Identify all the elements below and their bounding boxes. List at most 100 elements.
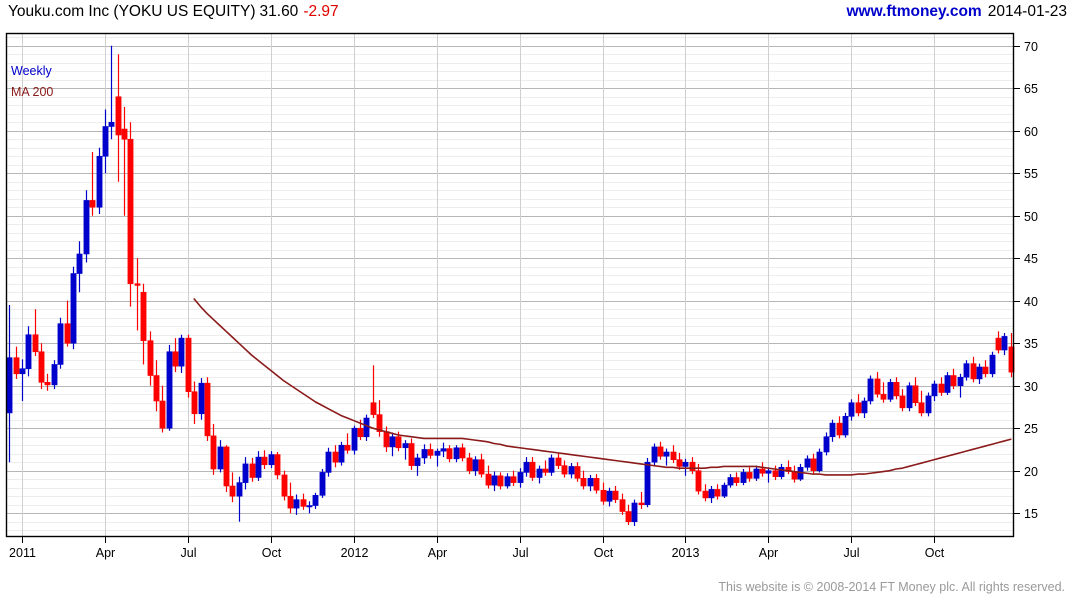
candle-body xyxy=(772,470,779,477)
chart-area: 70 65 60 55 50 45 40 35 30 25 20 15 2011 Apr Jul Oct 20… xyxy=(0,30,1075,570)
candle-body xyxy=(293,499,300,509)
candle-body xyxy=(274,454,281,476)
candle-body xyxy=(631,502,638,523)
candle-body xyxy=(172,351,179,367)
y-axis-tick-label: 30 xyxy=(1024,380,1038,394)
candle-body xyxy=(108,121,115,127)
candle-body xyxy=(191,391,198,415)
candle-body xyxy=(580,478,587,487)
x-axis-tick-label: 2011 xyxy=(9,546,36,560)
candle-body xyxy=(938,383,945,393)
candle-body xyxy=(395,436,402,449)
candle-body xyxy=(121,128,128,140)
candle-body xyxy=(83,200,90,255)
candle-body xyxy=(485,473,492,486)
candle-body xyxy=(153,375,160,402)
candle-body xyxy=(281,474,288,497)
candle-body xyxy=(638,502,645,506)
candle-body xyxy=(887,382,894,400)
candle-body xyxy=(115,96,122,136)
candle-body xyxy=(721,484,728,497)
candle-body xyxy=(57,323,64,365)
ma200-overlay-line xyxy=(193,298,1012,476)
y-axis-tick-label: 25 xyxy=(1024,422,1038,436)
candle-body xyxy=(982,366,989,375)
candle-body xyxy=(351,427,358,451)
x-axis-tick-label: Jul xyxy=(181,546,197,560)
ma200-path xyxy=(193,298,1012,476)
candle-body xyxy=(140,291,147,341)
candle-body xyxy=(842,416,849,436)
chart-date: 2014-01-23 xyxy=(987,3,1067,20)
candle-body xyxy=(504,476,511,487)
candle-body xyxy=(804,458,811,468)
copyright-notice: This website is © 2008-2014 FT Money plc… xyxy=(718,580,1065,594)
x-axis-tick-label: 2012 xyxy=(341,546,369,560)
candle-body xyxy=(695,470,702,492)
y-axis-tick-label: 45 xyxy=(1024,252,1038,266)
site-link[interactable]: www.ftmoney.com xyxy=(846,3,982,20)
candle-body xyxy=(102,126,109,157)
candle-body xyxy=(555,457,562,466)
x-axis-tick-label: Apr xyxy=(428,546,447,560)
candle-body xyxy=(159,400,166,429)
candle-body xyxy=(89,200,96,208)
candle-body xyxy=(970,363,977,380)
candle-body xyxy=(931,383,938,397)
y-axis-tick-label: 35 xyxy=(1024,337,1038,351)
candle-body xyxy=(702,490,709,499)
candle-body xyxy=(236,482,243,497)
candle-body xyxy=(906,385,913,409)
candle-body xyxy=(925,395,932,414)
candle-body xyxy=(255,456,262,478)
candle-body xyxy=(829,422,836,438)
y-axis-tick-label: 70 xyxy=(1024,40,1038,54)
candle-body xyxy=(459,447,466,459)
candle-body xyxy=(472,459,479,472)
candle-body xyxy=(383,431,390,448)
candle-body xyxy=(810,458,817,472)
candle-body xyxy=(376,414,383,432)
candle-body xyxy=(134,283,141,286)
candle-body xyxy=(491,475,498,486)
candle-body xyxy=(918,402,925,414)
candle-body xyxy=(912,385,919,404)
candle-body xyxy=(434,450,441,456)
candle-body xyxy=(950,375,957,387)
x-axis-tick-label: Oct xyxy=(594,546,614,560)
candle-body xyxy=(587,478,594,487)
candle-body xyxy=(561,465,568,475)
candle-body xyxy=(229,485,236,497)
candle-body xyxy=(363,417,370,438)
candle-body xyxy=(32,334,39,353)
candle-body xyxy=(727,477,734,486)
candle-body xyxy=(147,340,154,376)
candle-body xyxy=(19,368,26,375)
candle-body xyxy=(70,273,77,344)
candle-body xyxy=(536,468,543,478)
candle-body xyxy=(995,337,1002,351)
candle-body xyxy=(619,499,626,512)
candle-body xyxy=(204,382,211,437)
candle-body xyxy=(676,459,683,467)
brand-block: www.ftmoney.com 2014-01-23 xyxy=(846,3,1067,21)
candle-body xyxy=(957,376,964,387)
candle-body xyxy=(778,467,785,477)
candle-body xyxy=(874,378,881,395)
candle-body xyxy=(325,451,332,473)
candle-body xyxy=(593,478,600,491)
candle-body xyxy=(944,375,951,393)
candle-body xyxy=(855,402,862,414)
x-axis-tick-label: Jul xyxy=(513,546,529,560)
instrument-name: Youku.com Inc (YOKU US EQUITY) xyxy=(8,3,256,20)
legend-ma200: MA 200 xyxy=(11,85,53,99)
candle-body xyxy=(389,436,396,448)
candle-body xyxy=(421,449,428,459)
grid-major-lines xyxy=(6,46,1014,514)
legend-interval: Weekly xyxy=(11,64,53,78)
grid-minor-lines xyxy=(6,37,1014,531)
x-axis-tick-label: Apr xyxy=(96,546,115,560)
candle-body xyxy=(242,463,249,483)
